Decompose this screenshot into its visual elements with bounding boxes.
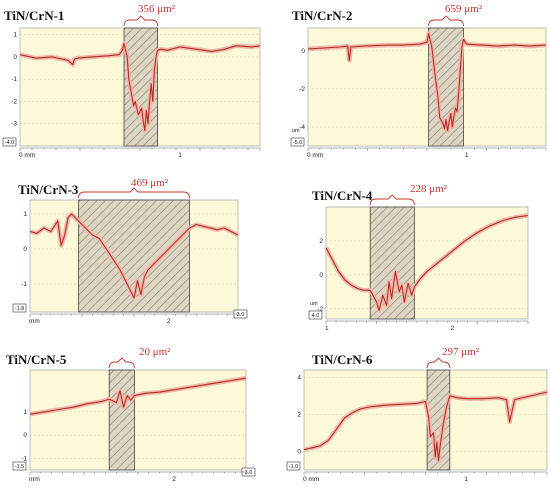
x-tick-label: 0 mm — [303, 476, 319, 483]
y-tick-label: 1 — [13, 32, 17, 39]
plot-area — [29, 369, 247, 471]
panel-3: TiN/CrN-3 469 μm² 1 0 -1 -1.8 3.0 mm 2 — [12, 177, 248, 325]
area-bracket — [428, 15, 464, 27]
area-bracket — [426, 357, 451, 369]
y-tick-label: -2 — [11, 98, 17, 105]
panel-title: TiN/CrN-5 — [6, 352, 67, 367]
panel-1: TiN/CrN-1 356 μm² 1 0 -1 -2 -3 -4.0 0 mm 1 — [2, 3, 261, 159]
panel-title: TiN/CrN-1 — [4, 8, 64, 23]
x-tick-label: 0 mm — [19, 152, 35, 159]
x-tick-label: 2 — [167, 318, 171, 325]
area-bracket — [78, 187, 190, 199]
min-value-box — [12, 303, 27, 313]
profile-line — [29, 213, 239, 299]
profile-line — [303, 391, 548, 462]
area-label: 469 μm² — [131, 177, 169, 189]
min-value-label: -4.0 — [5, 140, 14, 146]
area-bracket — [108, 357, 135, 369]
area-bracket — [123, 15, 159, 27]
area-label: 20 μm² — [139, 346, 171, 358]
x-tick-label: 1 — [178, 152, 182, 159]
y-tick-label: 0 — [301, 48, 305, 55]
panel-6: TiN/CrN-6 297 μm² 4 2 0 -1.0 0 mm 1 — [286, 346, 548, 483]
y-tick-label: -2 — [299, 86, 305, 93]
min-value-label: -1.8 — [15, 306, 24, 312]
panel-title: TiN/CrN-2 — [292, 8, 352, 23]
area-bracket — [369, 194, 415, 206]
min-value-label: 4.0 — [312, 313, 320, 319]
y-tick-label: 1 — [23, 211, 27, 218]
x-tick-label: 1 — [465, 152, 469, 159]
y-tick-label: -3 — [11, 121, 17, 128]
y-tick-label: 0 — [319, 272, 323, 279]
x-tick-label: 1 — [464, 476, 468, 483]
min-value-box — [290, 137, 305, 147]
y-unit-label: um — [310, 301, 318, 307]
panel-2: TiN/CrN-2 659 μm² 0 -2 -4um -5.0 0 mm 1 — [290, 3, 547, 159]
y-tick-label: -2 — [317, 306, 323, 313]
y-tick-label: -4 — [299, 124, 305, 131]
x-tick-label: mm — [29, 318, 40, 325]
area-label: 659 μm² — [445, 3, 483, 15]
min-value-box — [12, 461, 27, 471]
x-tick-label: 2 — [450, 325, 454, 332]
min-value-box — [308, 310, 323, 320]
max-x-label: 3.0 — [245, 470, 253, 476]
panel-4: TiN/CrN-4 228 μm² 2 0 -2um 4.0 1 2 — [308, 183, 529, 332]
area-label: 297 μm² — [442, 346, 480, 358]
panel-title: TiN/CrN-3 — [18, 182, 79, 197]
y-tick-label: 4 — [297, 374, 301, 381]
max-x-label: 3.0 — [237, 312, 245, 318]
hatched-region — [108, 369, 135, 471]
x-tick-label: mm — [29, 476, 40, 483]
min-value-box — [286, 461, 301, 471]
y-unit-label: um — [292, 128, 300, 134]
y-tick-label: -1 — [21, 281, 27, 288]
panel-5: TiN/CrN-5 20 μm² 1 0 -1 -1.5 3.0 mm 2 — [6, 346, 256, 483]
y-tick-label: -1 — [11, 76, 17, 83]
y-tick-label: -1 — [21, 455, 27, 462]
profile-line — [325, 214, 529, 312]
panel-title: TiN/CrN-6 — [312, 352, 373, 367]
x-tick-label: 0 mm — [307, 152, 323, 159]
x-tick-label: 1 — [325, 325, 329, 332]
area-label: 356 μm² — [138, 3, 176, 15]
profile-line — [29, 377, 247, 415]
min-value-label: -1.0 — [289, 464, 298, 470]
y-tick-label: 1 — [23, 409, 27, 416]
x-tick-label: 2 — [172, 476, 176, 483]
area-label: 228 μm² — [410, 183, 448, 195]
y-tick-label: 2 — [319, 238, 323, 245]
y-tick-label: 2 — [297, 411, 301, 418]
profile-line — [307, 33, 547, 132]
y-tick-label: 0 — [23, 432, 27, 439]
panel-title: TiN/CrN-4 — [312, 188, 373, 203]
y-tick-label: 0 — [13, 54, 17, 61]
y-tick-label: 0 — [297, 448, 301, 455]
y-tick-label: 0 — [23, 246, 27, 253]
min-value-label: -5.0 — [293, 140, 302, 146]
min-value-label: -1.5 — [15, 464, 24, 470]
profile-line — [19, 43, 261, 131]
min-value-box — [2, 137, 17, 147]
